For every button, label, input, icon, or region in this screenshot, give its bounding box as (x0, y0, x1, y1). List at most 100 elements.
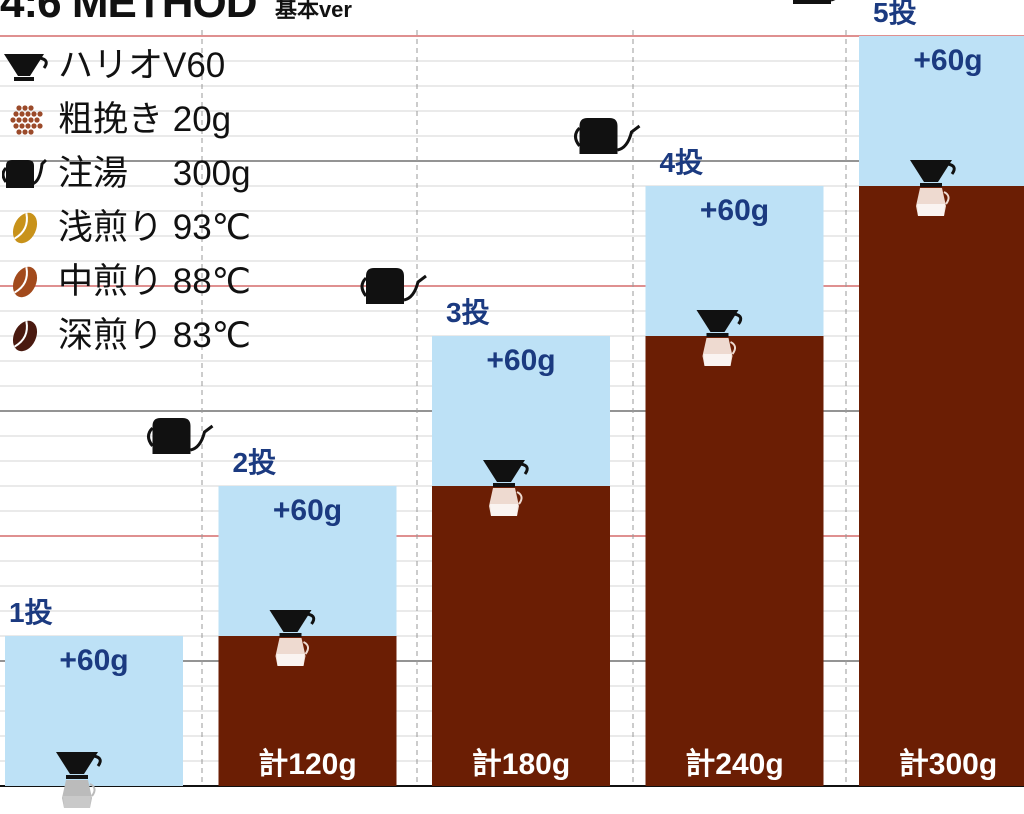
dark-roast-bean-icon (2, 316, 48, 356)
server-handle (303, 641, 310, 655)
grain-dot (37, 111, 43, 117)
added-water-bar (5, 636, 183, 786)
legend-item-water: 注湯 300g (0, 148, 290, 202)
grain-dot (31, 123, 37, 129)
dripper-handle (947, 162, 956, 175)
pour-number-label: 1投 (9, 597, 53, 628)
legend-item-light-roast: 浅煎り 93℃ (0, 202, 290, 256)
kettle-handle (574, 126, 581, 147)
kettle-body (152, 418, 191, 454)
dripper-base (66, 775, 88, 779)
kettle-spout (617, 124, 641, 152)
dripper-base (706, 333, 729, 337)
grain-dot (28, 105, 34, 111)
server-handle (943, 191, 950, 205)
server-liquid (63, 796, 91, 808)
ground-coffee-icon (2, 100, 48, 140)
kettle-handle (360, 276, 368, 297)
legend-label: 深煎り 83℃ (58, 316, 251, 355)
server-handle (516, 491, 523, 505)
legend-label: 粗挽き 20g (58, 100, 232, 139)
kettle-body (579, 118, 618, 154)
kettle-body (366, 268, 404, 304)
kettle-body (793, 0, 831, 4)
pour-number-label: 5投 (873, 0, 917, 28)
dripper-cone (269, 610, 312, 632)
method-title: 4:6 METHOD (0, 0, 257, 27)
dripper-server-icon (910, 160, 956, 216)
grain-dot (25, 111, 31, 117)
pour-number-label: 2投 (233, 447, 277, 478)
chart-bars: +60g1投+60g2投計120g+60g3投計180g+60g4投計240g+… (5, 0, 1024, 808)
kettle-icon (147, 418, 214, 454)
cumulative-bar (859, 186, 1024, 786)
pour-number-label: 3投 (446, 297, 490, 328)
legend-label: 注湯 300g (58, 154, 251, 193)
grain-dot (37, 123, 43, 129)
kettle-icon (360, 268, 427, 304)
grain-dot (10, 117, 16, 123)
dripper-cone (910, 160, 952, 182)
grain-dot (16, 117, 22, 123)
legend-item-dripper: ハリオV60 (0, 40, 290, 94)
legend-item-medium-roast: 中煎り 88℃ (0, 256, 290, 310)
kettle-icon (793, 0, 836, 4)
added-amount-label: +60g (700, 194, 769, 227)
server-liquid (490, 504, 518, 516)
legend-label: 中煎り 88℃ (58, 262, 251, 301)
dripper-cone (696, 310, 739, 332)
grain-dot (13, 123, 19, 129)
chart-header: 4:6 METHOD 基本ver (0, 0, 352, 28)
pour-number-label: 4投 (660, 147, 704, 178)
dripper-handle (734, 312, 743, 325)
dripper-base (920, 183, 942, 187)
grain-dot (16, 105, 22, 111)
light-roast-bean-icon (2, 208, 48, 248)
dripper-cone (483, 460, 525, 482)
grain-dot (28, 117, 34, 123)
dripper-handle (520, 462, 529, 475)
added-amount-label: +60g (486, 344, 555, 377)
grain-dot (31, 111, 37, 117)
legend-label: ハリオV60 (58, 46, 226, 85)
grain-dot (22, 129, 28, 135)
dripper-handle (307, 612, 316, 625)
grain-dot (19, 123, 25, 129)
server-liquid (917, 204, 945, 216)
added-amount-label: +60g (59, 644, 128, 677)
cumulative-bar (645, 336, 824, 786)
total-amount-label: 計120g (258, 747, 356, 781)
cumulative-bar (218, 636, 397, 786)
server-liquid (276, 654, 305, 666)
kettle-icon (1, 154, 48, 194)
kettle-spout (403, 274, 427, 302)
grain-dot (16, 129, 22, 135)
dripper-server-icon (696, 310, 743, 366)
added-amount-label: +60g (913, 44, 982, 77)
kettle-spout (190, 424, 214, 452)
server-handle (89, 783, 96, 797)
grain-dot (13, 111, 19, 117)
total-amount-label: 計300g (899, 747, 997, 781)
grain-dot (25, 123, 31, 129)
legend-item-dark-roast: 深煎り 83℃ (0, 310, 290, 364)
server-liquid (703, 354, 732, 366)
legend-label: 浅煎り 93℃ (58, 208, 251, 247)
dripper-base (279, 633, 302, 637)
total-amount-label: 計180g (472, 747, 570, 781)
dripper-icon (2, 46, 48, 86)
dripper-server-icon (269, 610, 316, 666)
grain-dot (34, 117, 40, 123)
method-subtitle: 基本ver (274, 0, 352, 22)
dripper-handle (93, 754, 102, 767)
recipe-legend: ハリオV60 粗挽き 20g 注湯 300g 浅煎り 93℃ 中煎り 88℃ 深… (0, 40, 290, 364)
grain-dot (22, 117, 28, 123)
grain-dot (28, 129, 34, 135)
dripper-base (493, 483, 515, 487)
dripper-server-icon (56, 752, 102, 808)
